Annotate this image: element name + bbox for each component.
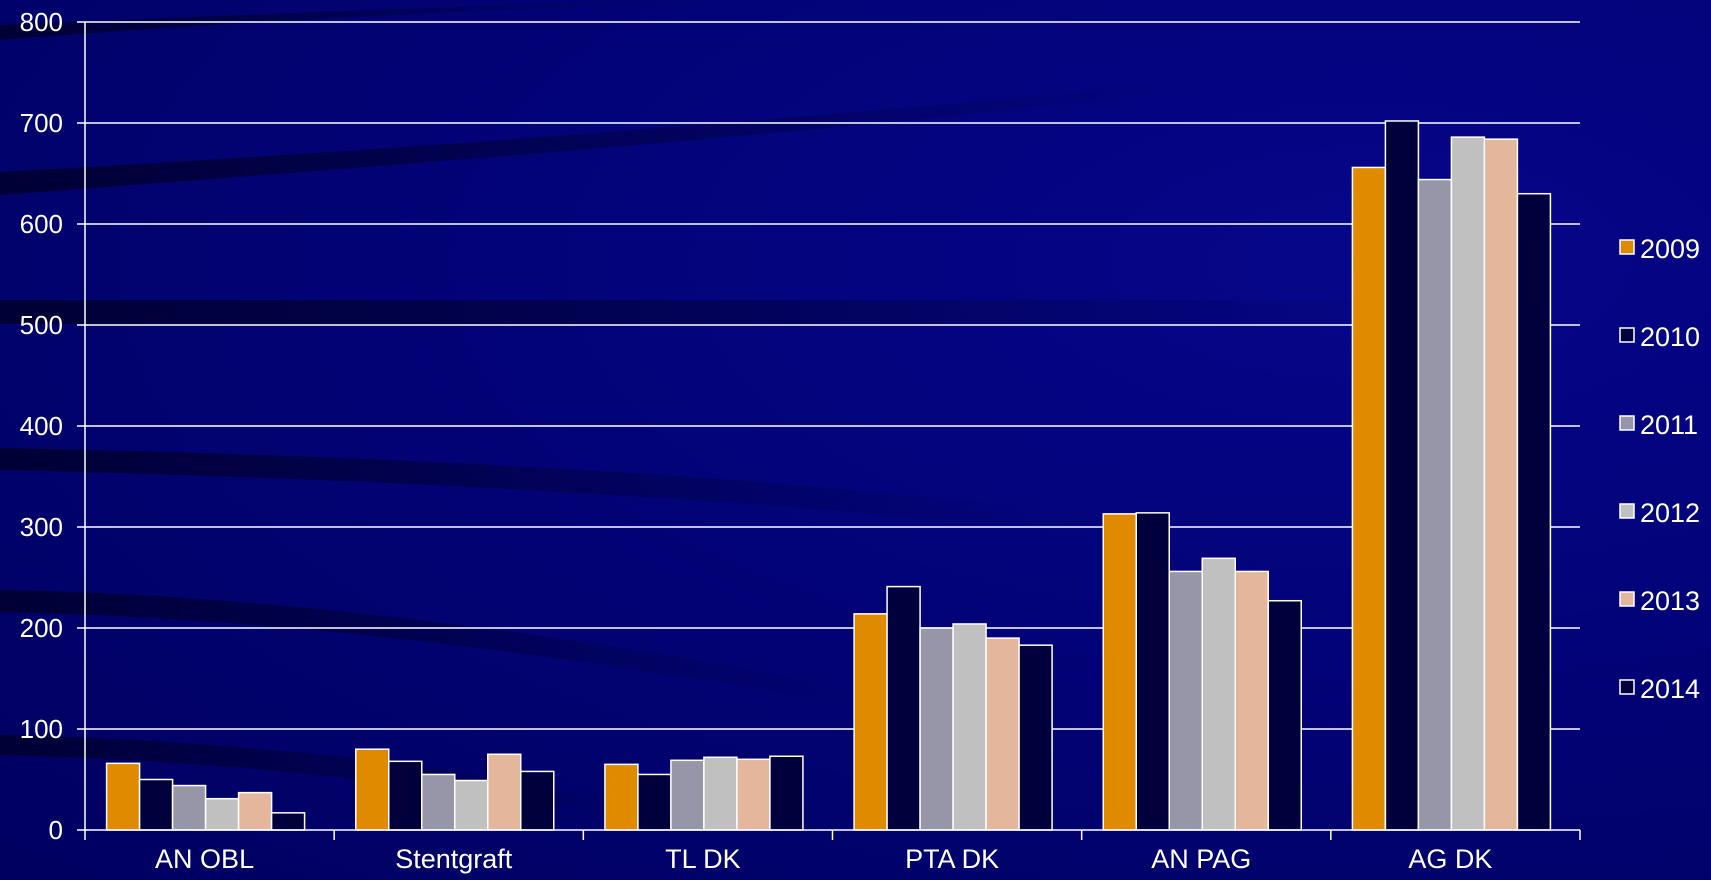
y-tick-label: 200	[20, 613, 63, 643]
background-streak	[0, 80, 1200, 195]
bar-2010-ag-dk	[1384, 120, 1420, 831]
y-tick-label: 600	[20, 209, 63, 239]
bar-2009-an-obl	[105, 762, 141, 831]
legend-swatch-2009	[1619, 239, 1635, 255]
bar-2012-tl-dk	[703, 756, 738, 831]
x-category-label: AG DK	[1408, 844, 1492, 874]
bar-2012-an-pag	[1201, 557, 1236, 831]
y-tick-label: 700	[20, 108, 63, 138]
bar-2012-an-obl	[204, 797, 240, 831]
bar-2011-stentgraft	[421, 773, 456, 831]
legend-swatch-2012	[1619, 503, 1635, 519]
legend-label-2013: 2013	[1640, 586, 1700, 616]
bar-2010-an-pag	[1135, 512, 1170, 831]
background-streak	[0, 590, 860, 705]
x-category-label: TL DK	[665, 844, 741, 874]
x-category-label: AN OBL	[155, 844, 254, 874]
background-streak	[0, 448, 1050, 530]
axes: 0 100 200 300 400 500 600 700 800 AN OBL Stentgraf…	[20, 7, 1581, 874]
background-streaks	[0, 0, 1450, 822]
y-tick-label: 400	[20, 411, 63, 441]
bar-2012-pta-dk	[952, 623, 987, 831]
bar-2011-ag-dk	[1417, 178, 1453, 831]
legend: 2009 2010 2011 2012 2013 2014	[1619, 234, 1700, 704]
y-tick-label: 0	[49, 815, 63, 845]
bar-2013-an-obl	[237, 791, 273, 831]
bar-2014-tl-dk	[769, 755, 804, 831]
bar-2013-pta-dk	[985, 637, 1020, 831]
x-category-label: PTA DK	[905, 844, 999, 874]
legend-label-2012: 2012	[1640, 498, 1700, 528]
y-tick-label: 800	[20, 7, 63, 37]
legend-swatch-2014	[1619, 679, 1635, 695]
bars	[105, 120, 1552, 831]
legend-label-2011: 2011	[1640, 410, 1698, 440]
bar-2009-tl-dk	[604, 763, 639, 831]
bar-2013-an-pag	[1234, 570, 1269, 831]
legend-swatch-2013	[1619, 591, 1635, 607]
y-tick-label: 300	[20, 512, 63, 542]
bar-2011-tl-dk	[670, 759, 705, 831]
bar-2011-an-pag	[1168, 570, 1203, 831]
bar-2011-pta-dk	[919, 627, 954, 831]
bar-2010-an-obl	[138, 778, 174, 831]
bar-2014-pta-dk	[1018, 644, 1053, 831]
bar-2009-pta-dk	[853, 613, 888, 831]
bar-2012-ag-dk	[1450, 136, 1486, 831]
legend-swatch-2010	[1619, 327, 1635, 343]
legend-label-2014: 2014	[1640, 674, 1700, 704]
legend-label-2010: 2010	[1640, 322, 1700, 352]
background-streak	[0, 0, 730, 40]
bar-2010-tl-dk	[637, 773, 672, 831]
x-category-label: AN PAG	[1151, 844, 1251, 874]
bar-2014-ag-dk	[1516, 192, 1552, 831]
bar-2009-stentgraft	[355, 748, 390, 831]
bar-2013-stentgraft	[487, 753, 522, 831]
bar-2013-ag-dk	[1483, 138, 1519, 831]
x-category-label: Stentgraft	[395, 844, 513, 874]
legend-label-2009: 2009	[1640, 234, 1700, 264]
bar-2014-an-obl	[270, 812, 306, 831]
background-streak	[0, 735, 650, 822]
bar-2011-an-obl	[171, 784, 207, 831]
background-streak	[0, 300, 1450, 324]
bar-2014-stentgraft	[520, 770, 555, 831]
y-tick-label: 100	[20, 714, 63, 744]
y-tick-label: 500	[20, 310, 63, 340]
bar-2009-ag-dk	[1351, 166, 1387, 831]
bar-2010-pta-dk	[886, 585, 921, 831]
gridlines	[85, 21, 1580, 730]
bar-2014-an-pag	[1267, 599, 1302, 831]
bar-2009-an-pag	[1102, 513, 1137, 831]
bar-2013-tl-dk	[736, 758, 771, 831]
legend-swatch-2011	[1619, 415, 1635, 431]
bar-2010-stentgraft	[388, 760, 423, 831]
bar-2012-stentgraft	[454, 779, 489, 831]
